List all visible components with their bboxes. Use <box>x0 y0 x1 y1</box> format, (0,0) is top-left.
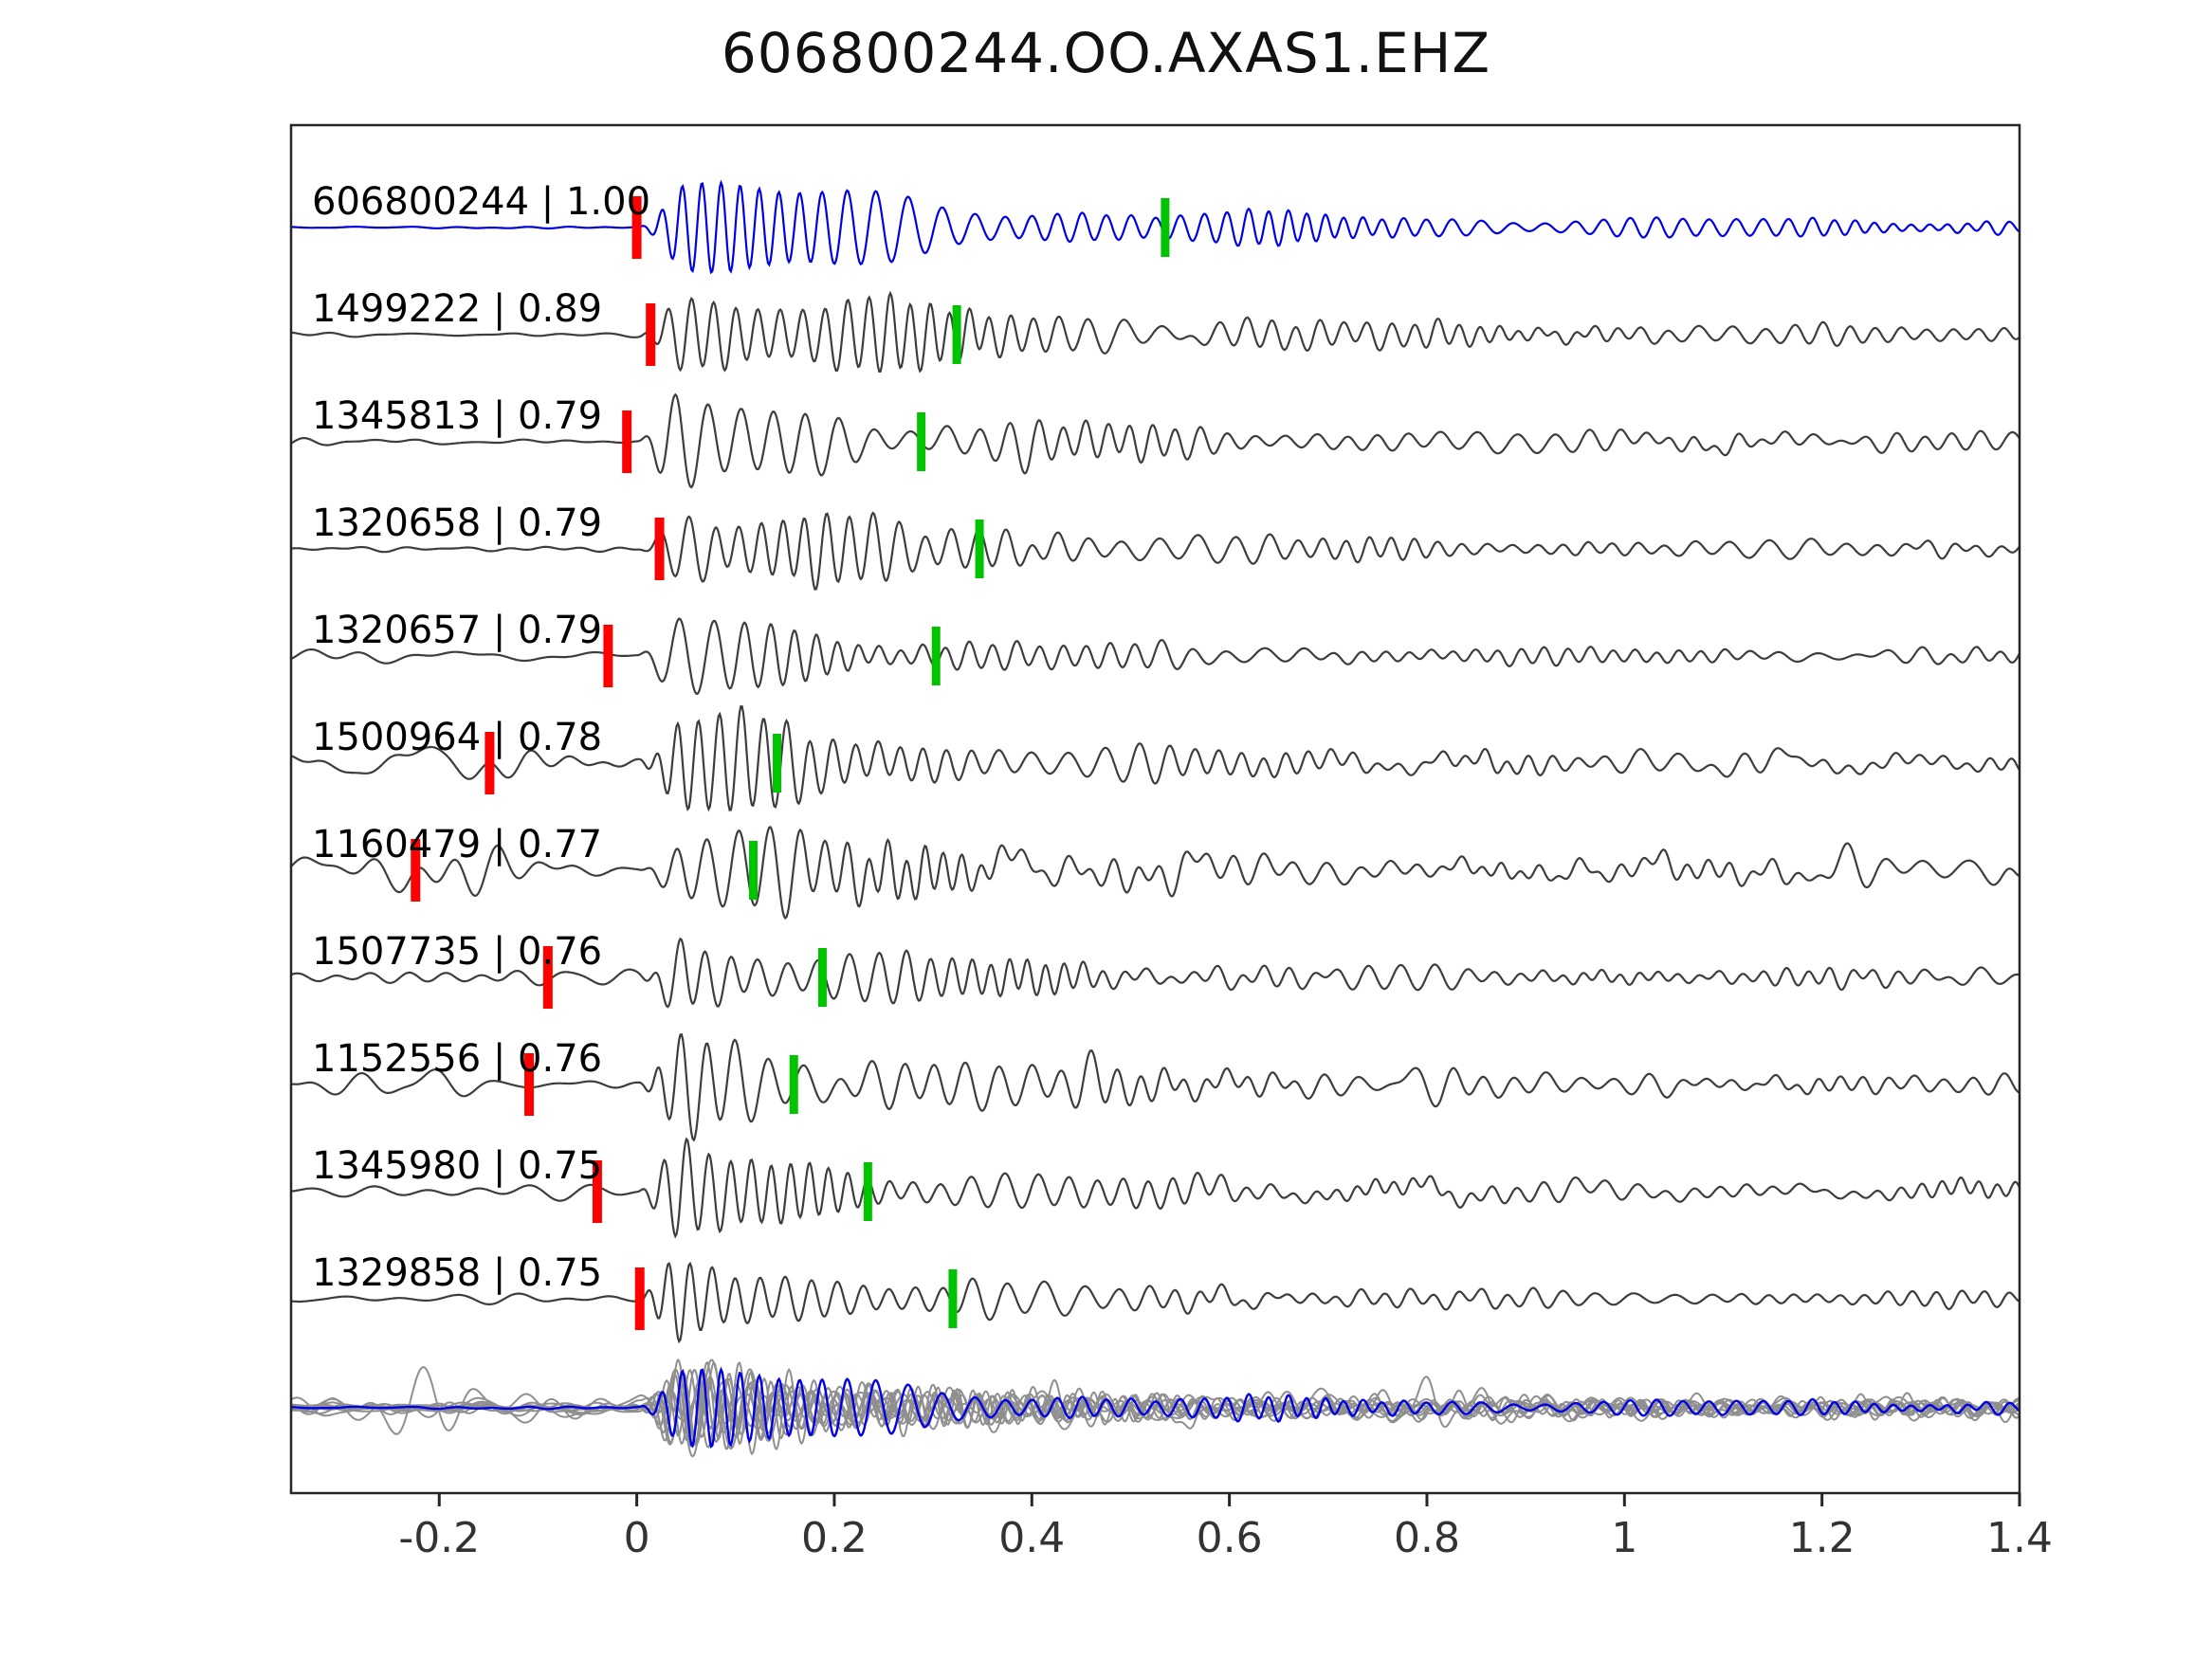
trace-row <box>291 705 2020 812</box>
stack-row <box>291 1358 2020 1458</box>
stack-trace <box>291 1379 2020 1437</box>
trace-label: 1345813 | 0.79 <box>312 394 602 438</box>
x-axis-tick-label: 0.2 <box>801 1514 868 1562</box>
trace-row <box>291 937 2020 1009</box>
trace-label: 1152556 | 0.76 <box>312 1037 602 1081</box>
trace-row <box>291 290 2020 374</box>
x-axis-tick-label: 1 <box>1611 1514 1637 1562</box>
waveform-trace <box>291 937 2020 1009</box>
trace-row <box>291 392 2020 489</box>
plot-border <box>289 123 2021 1495</box>
x-axis-tick-label: 0.4 <box>998 1514 1065 1562</box>
x-axis-tick-label: 1.2 <box>1789 1514 1856 1562</box>
waveform-layer <box>291 179 2020 1458</box>
waveform-trace <box>291 1137 2020 1239</box>
stack-overlay-trace <box>291 1366 2020 1449</box>
waveform-trace <box>291 290 2020 374</box>
trace-label: 1345980 | 0.75 <box>312 1144 602 1188</box>
trace-row <box>291 617 2020 695</box>
template-waveform <box>291 179 2020 275</box>
trace-row <box>291 1261 2020 1344</box>
trace-row <box>291 179 2020 275</box>
trace-row <box>291 826 2020 921</box>
trace-label: 1320658 | 0.79 <box>312 501 602 545</box>
trace-row <box>291 1137 2020 1239</box>
waveform-trace <box>291 705 2020 812</box>
x-axis-tick-label: 0 <box>624 1514 650 1562</box>
trace-label: 1500964 | 0.78 <box>312 716 602 759</box>
trace-label: 1160479 | 0.77 <box>312 823 602 866</box>
trace-row <box>291 511 2020 591</box>
stack-trace <box>291 1360 2020 1447</box>
waveform-trace <box>291 511 2020 591</box>
x-axis-tick-label: 0.6 <box>1197 1514 1263 1562</box>
trace-row <box>291 1032 2020 1142</box>
waveform-trace <box>291 1032 2020 1142</box>
trace-label: 1507735 | 0.76 <box>312 930 602 974</box>
waveform-trace <box>291 826 2020 921</box>
trace-label: 606800244 | 1.00 <box>312 180 650 224</box>
waveform-trace <box>291 1261 2020 1344</box>
x-axis-tick-label: 1.4 <box>1986 1514 2053 1562</box>
x-axis-tick-label: 0.8 <box>1394 1514 1460 1562</box>
trace-label: 1320657 | 0.79 <box>312 609 602 652</box>
waveform-trace <box>291 392 2020 489</box>
trace-label: 1499222 | 0.89 <box>312 287 602 331</box>
trace-label: 1329858 | 0.75 <box>312 1251 602 1295</box>
waveform-trace <box>291 617 2020 695</box>
x-axis-tick-label: -0.2 <box>398 1514 480 1562</box>
figure-title: 606800244.OO.AXAS1.EHZ <box>721 21 1491 85</box>
